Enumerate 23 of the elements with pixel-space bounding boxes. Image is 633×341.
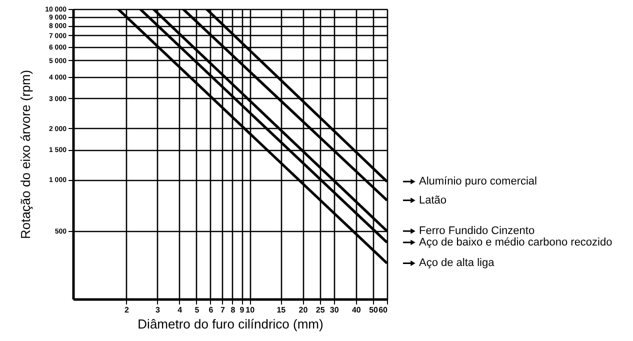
x-tick-label: 30 (330, 306, 340, 314)
x-tick-label: 50 (369, 306, 379, 314)
x-tick-label: 7 (220, 306, 226, 314)
x-tick-label: 5 (194, 306, 200, 314)
legend-label: Aço de baixo e médio carbono recozido (419, 236, 612, 248)
x-axis-title: Diâmetro do furo cilíndrico (mm) (138, 316, 324, 332)
x-tick-label: 25 (316, 306, 326, 314)
x-tick-label: 4 (178, 306, 183, 314)
x-tick-label: 60 (378, 306, 388, 314)
x-tick-label: 10 (246, 306, 256, 314)
x-tick-label: 9 (240, 306, 245, 314)
legend-label: Ferro Fundido Cinzento (419, 225, 535, 238)
x-tick-label: 8 (230, 306, 236, 314)
x-tick-label: 20 (298, 306, 308, 314)
y-axis-title: Rotação do eixo árvore (rpm) (18, 70, 34, 240)
legend-label: Alumínio puro comercial (419, 176, 537, 188)
legend-label: Latão (419, 194, 447, 206)
x-tick-label: 6 (208, 306, 214, 314)
x-tick-label: 2 (124, 306, 130, 314)
legend-label: Aço de alta liga (419, 257, 496, 270)
x-tick-label: 15 (276, 306, 286, 314)
x-tick-label: 40 (352, 306, 362, 314)
x-tick-label: 3 (156, 306, 161, 314)
